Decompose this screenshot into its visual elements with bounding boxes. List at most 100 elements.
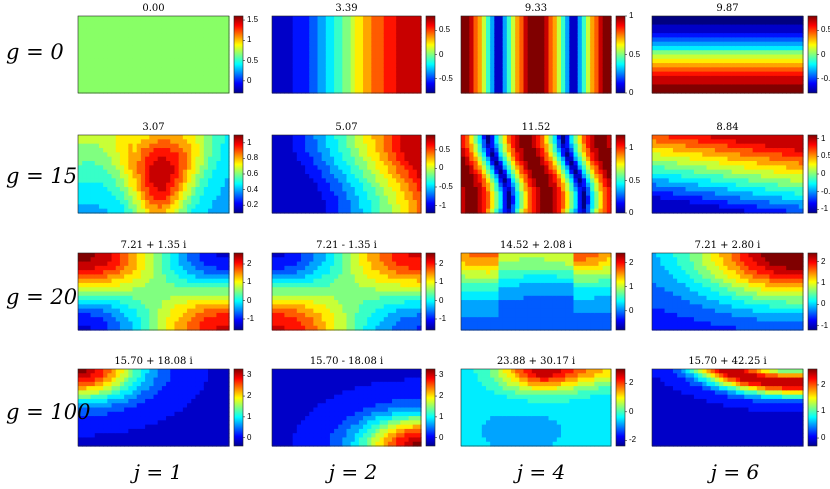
panel-cell xyxy=(515,187,520,192)
panel-cell xyxy=(744,195,750,201)
panel-cell xyxy=(490,58,495,64)
panel-cell xyxy=(313,187,319,192)
panel-cell xyxy=(573,28,579,34)
panel-cell xyxy=(272,169,277,175)
panel-cell xyxy=(586,169,591,175)
panel-cell xyxy=(486,24,491,30)
panel-cell xyxy=(602,67,608,73)
panel-cell xyxy=(140,50,146,56)
panel-cell xyxy=(477,169,483,175)
panel-cell xyxy=(371,41,377,47)
panel-cell xyxy=(698,148,703,153)
panel-cell xyxy=(358,139,364,145)
panel-cell xyxy=(82,152,87,158)
panel-cell xyxy=(561,182,566,188)
panel-cell xyxy=(115,41,121,47)
panel-cell xyxy=(698,143,703,149)
panel-cell xyxy=(149,204,155,210)
panel-cell xyxy=(561,200,566,205)
panel-cell xyxy=(321,24,327,30)
panel-cell xyxy=(685,204,691,210)
panel-cell xyxy=(157,33,163,38)
panel-cell xyxy=(404,84,410,90)
panel-cell xyxy=(748,80,754,86)
panel-cell xyxy=(371,135,377,140)
panel-cell xyxy=(212,187,218,192)
panel-cell xyxy=(511,187,516,192)
panel-cell xyxy=(790,58,796,64)
panel-cell xyxy=(111,152,117,158)
panel-cell xyxy=(481,135,487,140)
panel-cell xyxy=(590,37,595,43)
panel-cell xyxy=(681,208,687,214)
panel-cell xyxy=(103,187,108,192)
panel-cell xyxy=(556,187,562,192)
panel-cell xyxy=(195,54,201,60)
panel-cell xyxy=(565,75,570,81)
panel-cell xyxy=(107,135,113,140)
panel-cell xyxy=(681,191,687,197)
panel-cell xyxy=(342,75,348,81)
panel-cell xyxy=(723,152,729,158)
panel-cell xyxy=(195,182,201,188)
panel-cell xyxy=(727,182,733,188)
panel-cell xyxy=(723,135,729,140)
panel-cell xyxy=(98,33,104,38)
panel-cell xyxy=(531,45,537,51)
panel-cell xyxy=(498,161,504,166)
panel-cell xyxy=(387,37,393,43)
panel-cell xyxy=(552,143,558,149)
panel-cell xyxy=(502,63,508,68)
panel-cell xyxy=(581,200,587,205)
panel-cell xyxy=(350,24,356,30)
panel-cell xyxy=(660,174,666,179)
panel-cell xyxy=(375,45,381,51)
panel-cell xyxy=(367,50,372,56)
panel-cell xyxy=(502,88,508,94)
panel-cell xyxy=(416,75,422,81)
panel-cell xyxy=(300,28,306,34)
panel-cell xyxy=(392,41,397,47)
panel-cell xyxy=(412,165,418,171)
panel-cell xyxy=(660,20,666,26)
panel-cell xyxy=(396,71,401,77)
panel-cell xyxy=(714,16,720,21)
panel-cell xyxy=(338,50,343,56)
panel-cell xyxy=(473,84,479,90)
panel-cell xyxy=(174,63,180,68)
panel-cell xyxy=(408,37,414,43)
panel-cell xyxy=(111,24,117,30)
panel-cell xyxy=(602,187,608,192)
panel-cell xyxy=(157,208,163,214)
panel-cell xyxy=(693,156,699,162)
panel-cell xyxy=(107,33,113,38)
panel-cell xyxy=(400,139,406,145)
panel-cell xyxy=(216,208,222,214)
panel-cell xyxy=(182,54,188,60)
panel-cell xyxy=(494,54,500,60)
panel-cell xyxy=(598,80,604,86)
panel-cell xyxy=(556,67,562,73)
panel-cell xyxy=(317,169,323,175)
panel-cell xyxy=(90,71,96,77)
panel-cell xyxy=(506,187,512,192)
panel-cell xyxy=(685,143,691,149)
panel-cell xyxy=(652,24,657,30)
panel-cell xyxy=(798,33,804,38)
panel-cell xyxy=(212,16,218,21)
panel-cell xyxy=(157,41,163,47)
panel-cell xyxy=(153,174,159,179)
panel-cell xyxy=(375,139,381,145)
panel-cell xyxy=(502,67,508,73)
panel-cell xyxy=(195,24,201,30)
panel-cell xyxy=(145,161,150,166)
panel-cell xyxy=(280,24,286,30)
panel-cell xyxy=(527,88,533,94)
panel-cell xyxy=(300,67,306,73)
panel-cell xyxy=(523,165,529,171)
panel-cell xyxy=(515,88,520,94)
panel-cell xyxy=(469,139,475,145)
panel-cell xyxy=(98,200,104,205)
panel-cell xyxy=(157,75,163,81)
panel-cell xyxy=(288,195,294,201)
